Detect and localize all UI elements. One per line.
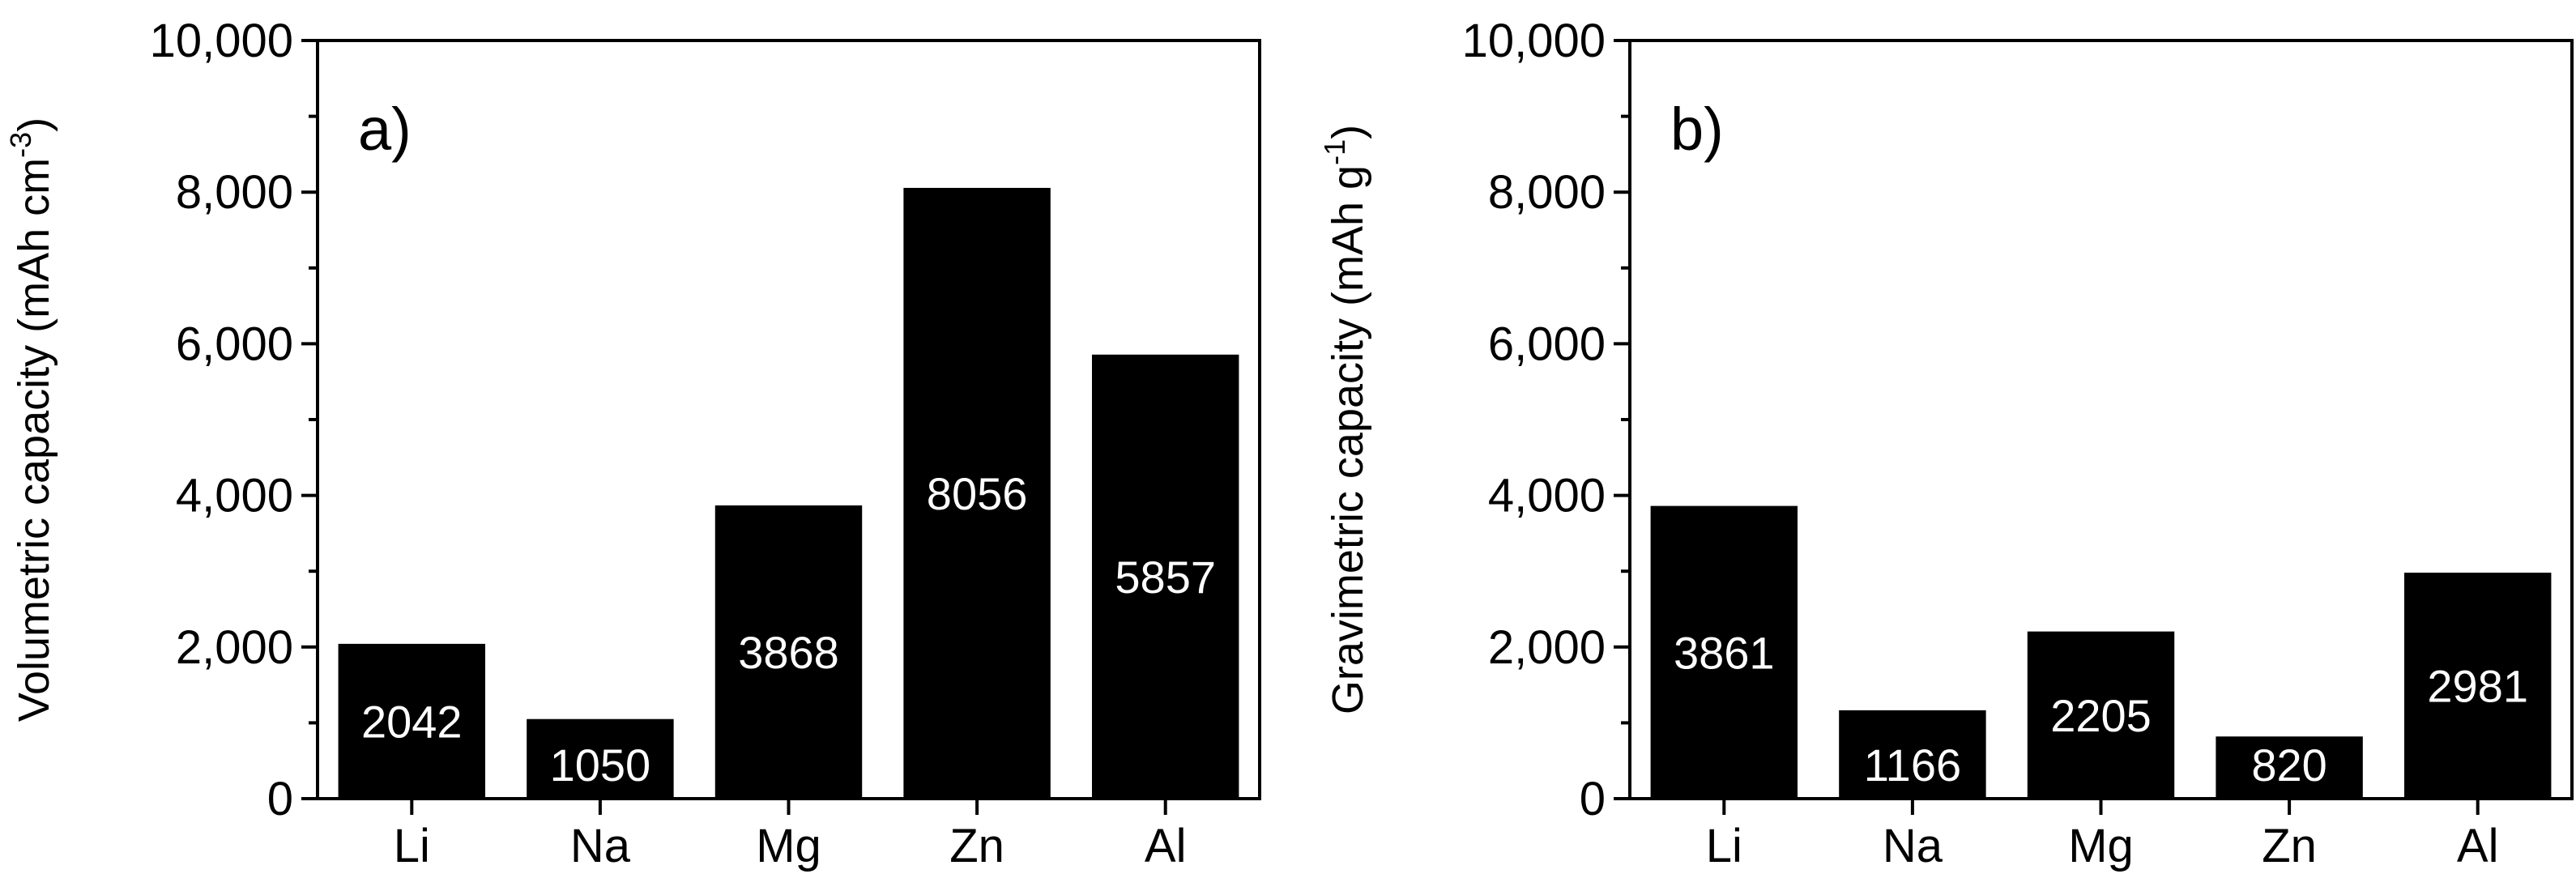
y-axis-label-superscript: -1	[1318, 139, 1351, 165]
value-label: 820	[2251, 740, 2327, 791]
bar-li	[1650, 505, 1798, 799]
y-tick-label: 0	[1580, 773, 1606, 825]
y-tick-label: 4,000	[1488, 470, 1606, 522]
value-label: 3868	[738, 627, 839, 678]
y-tick-label: 10,000	[1462, 15, 1606, 67]
bar-mg	[714, 505, 863, 799]
y-tick-label: 6,000	[176, 318, 293, 370]
x-tick-label: Zn	[949, 820, 1004, 872]
bar-na	[1839, 710, 1986, 799]
x-tick-label: Na	[1883, 820, 1943, 872]
y-tick-label: 6,000	[1488, 318, 1606, 370]
x-tick-label: Na	[570, 820, 631, 872]
y-axis-label-text: Gravimetric capacity (mAh g	[1324, 165, 1372, 714]
x-tick-label: Al	[2457, 820, 2499, 872]
bar-na	[527, 718, 674, 799]
value-label: 1050	[550, 740, 651, 791]
y-tick-label: 10,000	[150, 15, 293, 67]
panel-b: 3861 1166 2205 820 2981 0 2,000 4,000 6,000 8,000…	[1318, 15, 2574, 872]
y-axis-label: Gravimetric capacity (mAh g-1)	[1318, 125, 1372, 714]
y-tick-label: 4,000	[176, 470, 293, 522]
panel-a: 2042 1050 3868 8056 5857 0 2,000 4,000 6,000 8,00…	[4, 15, 1261, 872]
x-tick-label: Li	[1706, 820, 1742, 872]
x-tick-label: Al	[1145, 820, 1187, 872]
bar-zn	[903, 187, 1051, 799]
y-axis-label-close: )	[10, 117, 58, 132]
y-axis-label: Volumetric capacity (mAh cm-3)	[4, 117, 58, 722]
x-tick-label: Zn	[2262, 820, 2317, 872]
y-axis-label-close: )	[1324, 125, 1372, 139]
y-tick-label: 8,000	[176, 166, 293, 219]
bar-al	[1091, 354, 1239, 799]
panel-label: a)	[358, 96, 412, 163]
panel-label: b)	[1670, 96, 1724, 163]
value-label: 3861	[1674, 627, 1775, 678]
value-label: 1166	[1864, 740, 1961, 791]
y-tick-label: 0	[267, 773, 293, 825]
bar-al	[2403, 572, 2552, 799]
y-tick-label: 2,000	[1488, 621, 1606, 674]
x-tick-label: Mg	[756, 820, 821, 872]
x-tick-label: Li	[394, 820, 430, 872]
value-label: 2981	[2427, 660, 2528, 711]
value-label: 2042	[361, 696, 463, 747]
y-tick-label: 8,000	[1488, 166, 1606, 219]
bar-mg	[2027, 631, 2175, 799]
value-label: 2205	[2050, 690, 2152, 741]
value-label: 5857	[1115, 552, 1216, 603]
value-label: 8056	[927, 468, 1028, 519]
x-tick-label: Mg	[2068, 820, 2134, 872]
bar-zn	[2216, 736, 2363, 799]
y-axis-label-text: Volumetric capacity (mAh cm	[10, 158, 58, 722]
y-tick-label: 2,000	[176, 621, 293, 674]
bar-li	[338, 643, 486, 799]
y-axis-label-superscript: -3	[4, 132, 37, 158]
